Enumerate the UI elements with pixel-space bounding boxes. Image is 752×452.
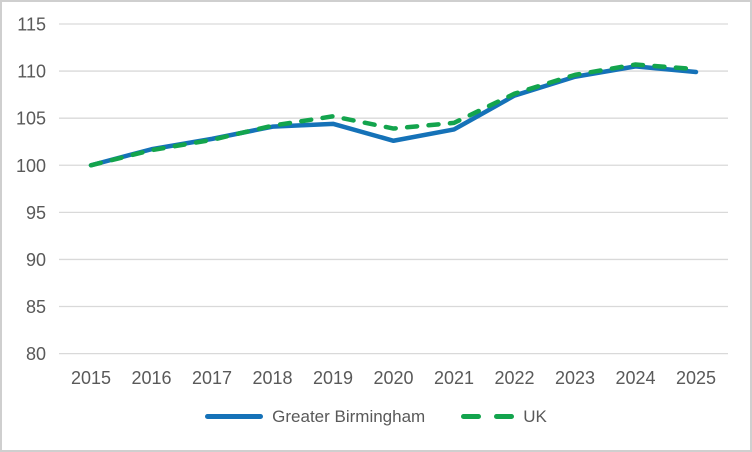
y-tick-label: 95 bbox=[26, 203, 46, 223]
y-tick-label: 80 bbox=[26, 344, 46, 364]
legend-swatch-solid-line-icon bbox=[205, 414, 264, 419]
x-tick-label: 2024 bbox=[615, 368, 655, 388]
y-tick-label: 85 bbox=[26, 297, 46, 317]
x-tick-label: 2019 bbox=[313, 368, 353, 388]
legend-item-greater-birmingham: Greater Birmingham bbox=[205, 408, 425, 425]
legend-label-greater-birmingham: Greater Birmingham bbox=[272, 407, 426, 426]
series-line-uk bbox=[88, 62, 699, 168]
y-tick-label: 105 bbox=[16, 109, 46, 129]
x-tick-label: 2017 bbox=[192, 368, 232, 388]
y-tick-label: 110 bbox=[17, 62, 46, 82]
x-tick-label: 2015 bbox=[71, 368, 111, 388]
series-line-greater-birmingham bbox=[88, 64, 699, 168]
legend-label-uk: UK bbox=[523, 407, 547, 426]
x-tick-label: 2021 bbox=[434, 368, 474, 388]
x-tick-label: 2018 bbox=[252, 368, 292, 388]
x-tick-label: 2025 bbox=[676, 368, 716, 388]
x-tick-label: 2016 bbox=[131, 368, 171, 388]
legend: Greater Birmingham UK bbox=[2, 408, 750, 425]
legend-item-uk: UK bbox=[461, 408, 547, 425]
y-tick-label: 90 bbox=[26, 250, 46, 270]
x-tick-label: 2023 bbox=[555, 368, 595, 388]
y-tick-label: 115 bbox=[17, 15, 46, 35]
x-tick-label: 2022 bbox=[494, 368, 534, 388]
x-tick-label: 2020 bbox=[373, 368, 413, 388]
legend-swatch-dashed-line-icon bbox=[461, 414, 515, 419]
y-tick-label: 100 bbox=[16, 156, 46, 176]
